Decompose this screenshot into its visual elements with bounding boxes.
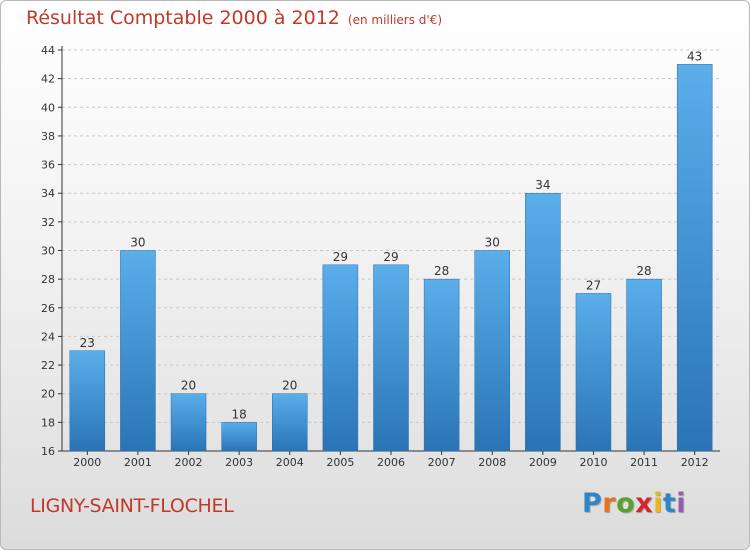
value-label-2004: 20 (282, 379, 297, 393)
value-label-2005: 29 (333, 250, 348, 264)
x-tick-label-2002: 2002 (175, 456, 203, 469)
y-tick-label: 20 (41, 388, 55, 401)
logo-letter: r (602, 488, 617, 519)
value-label-2002: 20 (181, 379, 196, 393)
chart-subtitle: (en milliers d'€) (347, 13, 443, 27)
x-tick-label-2000: 2000 (73, 456, 101, 469)
y-tick-label: 36 (41, 159, 55, 172)
bar-2008 (474, 250, 510, 452)
y-tick-label: 40 (41, 101, 55, 114)
bar-2003 (221, 422, 257, 452)
bar-2001 (120, 250, 156, 452)
bar-2011 (626, 278, 662, 452)
x-tick-label-2006: 2006 (377, 456, 405, 469)
logo-letter: i (653, 488, 663, 519)
place-name: LIGNY-SAINT-FLOCHEL (30, 495, 234, 517)
logo-letter: P (582, 488, 603, 519)
bar-2002 (170, 393, 207, 452)
value-label-2003: 18 (232, 407, 247, 421)
bars (69, 64, 713, 452)
x-tick-label-2011: 2011 (630, 456, 658, 469)
y-tick-label: 32 (41, 216, 55, 229)
value-label-2012: 43 (687, 49, 702, 63)
y-tick-label: 42 (41, 73, 55, 86)
y-tick-label: 30 (41, 245, 55, 258)
x-tick-label-2007: 2007 (428, 456, 456, 469)
value-label-2008: 30 (485, 236, 500, 250)
y-tick-label: 44 (41, 44, 55, 57)
logo-letter: i (676, 488, 687, 519)
logo-letter: t (662, 488, 677, 519)
labels: 16 18 20 22 24 26 28 30 32 34 36 38 40 42 44 23 2000 30 20… (41, 44, 709, 469)
value-label-2006: 29 (383, 250, 398, 264)
logo-letter: o (616, 488, 636, 519)
y-tick-label: 16 (41, 445, 55, 458)
bar-2012 (676, 64, 713, 452)
x-tick-label-2009: 2009 (529, 456, 557, 469)
bar-2009 (525, 192, 561, 452)
value-label-2001: 30 (130, 236, 145, 250)
x-tick-label-2012: 2012 (681, 456, 709, 469)
x-tick-label-2003: 2003 (225, 456, 253, 469)
value-label-2007: 28 (434, 264, 449, 278)
y-tick-label: 26 (41, 302, 55, 315)
bar-2005 (322, 264, 359, 452)
x-tick-label-2004: 2004 (276, 456, 304, 469)
value-label-2011: 28 (636, 264, 651, 278)
x-tick-label-2001: 2001 (124, 456, 152, 469)
proxiti-logo: Proxiti (582, 488, 686, 519)
value-label-2009: 34 (535, 178, 550, 192)
chart-title-text: Résultat Comptable 2000 à 2012 (26, 7, 340, 29)
y-tick-label: 22 (41, 359, 55, 372)
value-label-2000: 23 (80, 336, 95, 350)
logo-letter: x (635, 488, 654, 519)
x-tick-label-2008: 2008 (478, 456, 506, 469)
x-tick-label-2010: 2010 (579, 456, 607, 469)
x-tick-label-2005: 2005 (326, 456, 354, 469)
bar-2000 (69, 350, 106, 452)
bar-2004 (272, 393, 308, 452)
chart-title: Résultat Comptable 2000 à 2012 (en millie… (26, 7, 442, 29)
y-tick-label: 18 (41, 416, 55, 429)
bar-2007 (423, 278, 460, 452)
y-tick-label: 24 (41, 330, 55, 343)
y-tick-label: 34 (41, 187, 55, 200)
y-tick-label: 38 (41, 130, 55, 143)
value-label-2010: 27 (586, 278, 601, 292)
bar-2010 (575, 293, 612, 452)
bar-2006 (373, 264, 409, 452)
y-tick-label: 28 (41, 273, 55, 286)
